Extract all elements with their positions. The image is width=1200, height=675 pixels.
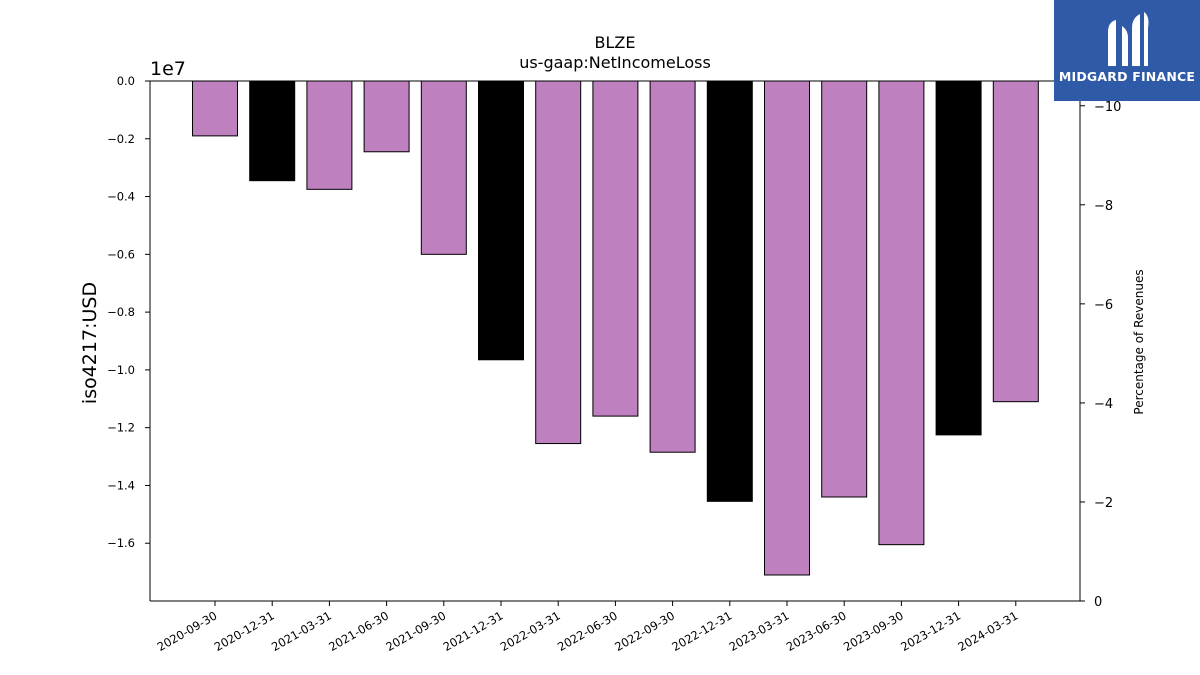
chart-subtitle: us-gaap:NetIncomeLoss xyxy=(519,53,711,72)
y2-tick-label: −8 xyxy=(1094,199,1113,214)
y2-tick-label: −4 xyxy=(1094,397,1113,412)
x-tick-label: 2021-06-30 xyxy=(326,608,391,654)
bar-2022-09-30 xyxy=(649,80,696,453)
bar-2021-09-30 xyxy=(420,80,467,255)
bar-2021-06-30 xyxy=(363,80,410,153)
bars xyxy=(192,80,1039,576)
y2-tick-label: −6 xyxy=(1094,298,1113,313)
y-tick-label: −0.8 xyxy=(107,305,135,319)
x-tick-label: 2022-12-31 xyxy=(669,608,734,654)
logo-mark-icon xyxy=(1108,12,1149,66)
y-tick-label: −1.2 xyxy=(107,421,135,435)
x-tick-label: 2020-12-31 xyxy=(212,608,277,654)
x-tick-label: 2022-06-30 xyxy=(555,608,620,654)
logo-text: MIDGARD FINANCE xyxy=(1058,69,1196,84)
bar-2021-03-31 xyxy=(306,80,353,190)
midgard-finance-logo: MIDGARD FINANCE xyxy=(1054,0,1200,101)
y-tick-label: −1.6 xyxy=(107,536,135,550)
x-tick-label: 2024-03-31 xyxy=(955,608,1020,654)
x-tick-label: 2022-03-31 xyxy=(498,608,563,654)
bar-2023-03-31 xyxy=(764,80,810,576)
chart-title: BLZE xyxy=(595,33,636,52)
y-axis-label: iso4217:USD xyxy=(79,282,101,404)
bar-2024-03-31 xyxy=(992,80,1039,403)
x-tick-label: 2020-09-30 xyxy=(155,608,220,654)
bar-2022-06-30 xyxy=(592,80,639,417)
y2-ticks: −10 −8 −6 −4 −2 0 xyxy=(1080,100,1121,610)
x-tick-label: 2021-03-31 xyxy=(269,608,334,654)
y-ticks: 0.0 −0.2 −0.4 −0.6 −0.8 −1.0 −1.2 −1.4 −1.6 xyxy=(107,74,150,550)
y2-tick-label: −10 xyxy=(1094,100,1121,115)
x-tick-label: 2023-09-30 xyxy=(841,608,906,654)
y-tick-label: 0.0 xyxy=(117,74,135,88)
y-tick-label: −0.4 xyxy=(107,190,135,204)
y-offset-label: 1e7 xyxy=(150,58,186,80)
bar-2021-12-31 xyxy=(478,80,524,361)
bar-2022-12-31 xyxy=(706,80,753,502)
bar-2022-03-31 xyxy=(535,80,582,445)
x-tick-label: 2021-09-30 xyxy=(383,608,448,654)
bar-2020-09-30 xyxy=(192,80,238,137)
y-tick-label: −1.0 xyxy=(107,363,135,377)
x-tick-label: 2021-12-31 xyxy=(441,608,506,654)
y2-axis-label: Percentage of Revenues xyxy=(1132,269,1146,414)
bar-2020-12-31 xyxy=(249,80,296,182)
x-tick-label: 2023-03-31 xyxy=(727,608,792,654)
y-tick-label: −1.4 xyxy=(107,478,135,492)
x-tick-label: 2023-12-31 xyxy=(898,608,963,654)
y-tick-label: −0.2 xyxy=(107,132,135,146)
y-tick-label: −0.6 xyxy=(107,247,135,261)
x-tick-label: 2023-06-30 xyxy=(784,608,849,654)
y2-tick-label: −2 xyxy=(1094,496,1113,511)
bar-2023-12-31 xyxy=(935,80,982,436)
y2-tick-label: 0 xyxy=(1094,595,1102,610)
x-tick-label: 2022-09-30 xyxy=(612,608,677,654)
x-ticks: 2020-09-302020-12-312021-03-312021-06-30… xyxy=(155,601,1020,654)
bar-2023-06-30 xyxy=(821,80,868,498)
bar-2023-09-30 xyxy=(878,80,925,546)
